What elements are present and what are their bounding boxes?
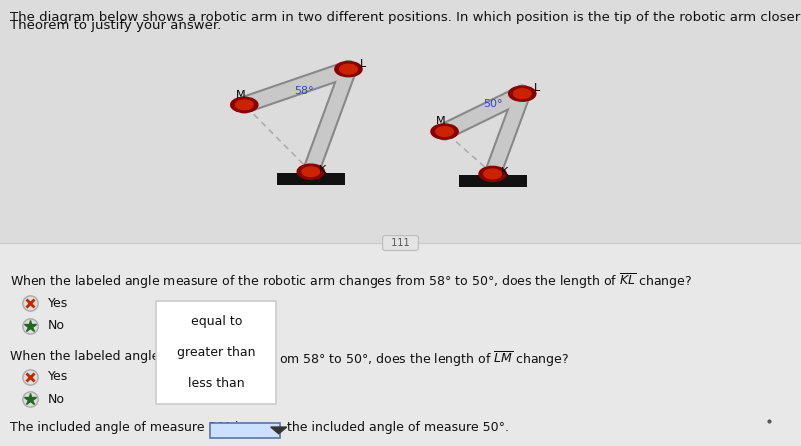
Text: L: L <box>360 59 366 69</box>
FancyBboxPatch shape <box>156 301 276 404</box>
Text: The diagram below shows a robotic arm in two different positions. In which posit: The diagram below shows a robotic arm in… <box>10 11 801 24</box>
Polygon shape <box>271 427 287 434</box>
Circle shape <box>335 62 362 77</box>
Circle shape <box>513 89 531 99</box>
Circle shape <box>509 86 536 101</box>
Text: K: K <box>501 167 508 177</box>
Text: greater than: greater than <box>177 346 256 359</box>
Text: less than: less than <box>188 376 244 390</box>
Text: 111: 111 <box>385 238 416 248</box>
FancyBboxPatch shape <box>210 423 280 438</box>
Circle shape <box>431 124 458 139</box>
Circle shape <box>297 164 324 179</box>
Circle shape <box>302 167 320 177</box>
Text: M: M <box>235 90 245 99</box>
Text: No: No <box>48 319 65 332</box>
Circle shape <box>436 127 453 136</box>
Circle shape <box>484 169 501 179</box>
Circle shape <box>231 97 258 112</box>
Bar <box>277 173 345 185</box>
Bar <box>0 0 801 243</box>
Text: M: M <box>436 116 445 126</box>
Text: equal to: equal to <box>191 315 242 328</box>
Text: Yes: Yes <box>48 297 68 310</box>
Circle shape <box>479 166 506 182</box>
Bar <box>458 175 526 187</box>
Text: om 58° to 50°, does the length of $\overline{LM}$ change?: om 58° to 50°, does the length of $\over… <box>279 350 569 369</box>
Text: Theorem to justify your answer.: Theorem to justify your answer. <box>10 19 221 32</box>
Circle shape <box>235 100 253 110</box>
Text: 50°: 50° <box>483 99 502 109</box>
Text: L: L <box>533 83 540 93</box>
Circle shape <box>340 64 357 74</box>
Text: The included angle of measure 58° is: The included angle of measure 58° is <box>10 421 244 434</box>
Text: When the labeled angle measure of the robotic arm changes from 58° to 50°, does : When the labeled angle measure of the ro… <box>10 272 692 291</box>
Text: No: No <box>48 392 65 406</box>
Text: When the labeled angle measure of th: When the labeled angle measure of th <box>10 350 251 363</box>
Text: the included angle of measure 50°.: the included angle of measure 50°. <box>287 421 509 434</box>
Text: K: K <box>319 165 326 174</box>
Text: 58°: 58° <box>295 86 314 95</box>
Text: Yes: Yes <box>48 370 68 384</box>
